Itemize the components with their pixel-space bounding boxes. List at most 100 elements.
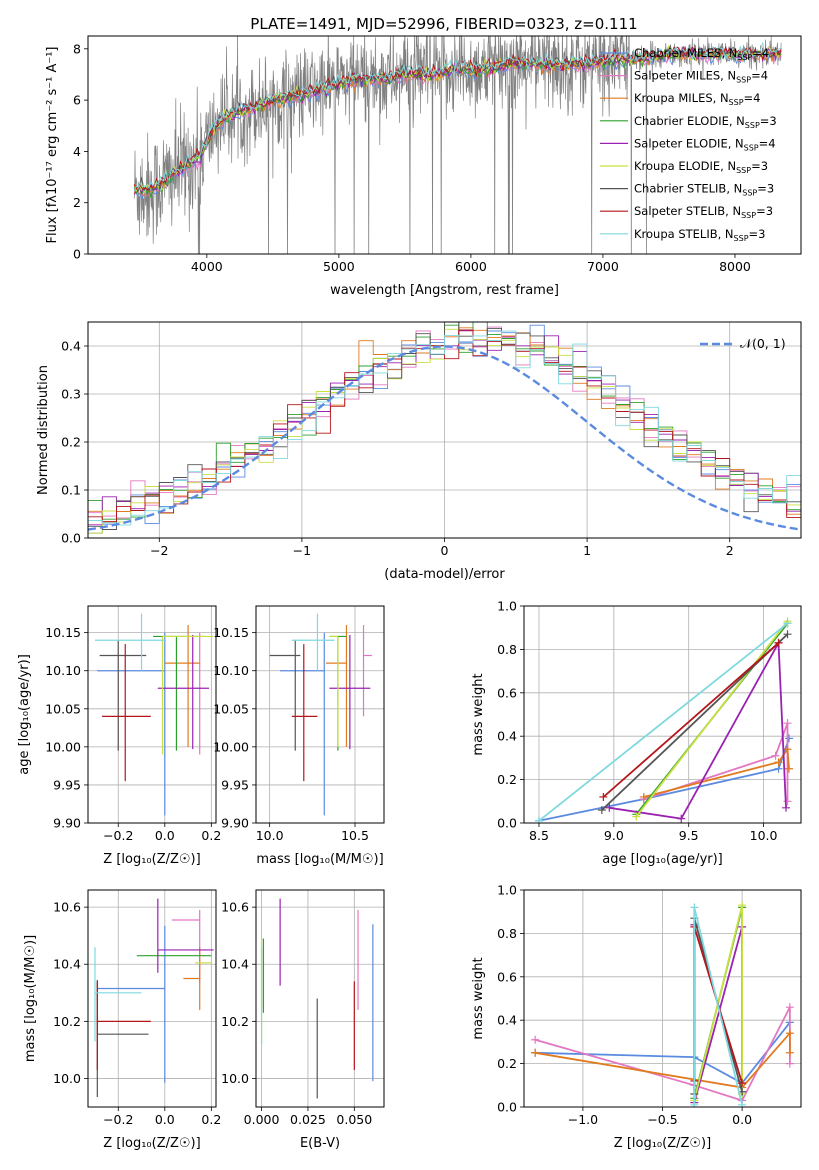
legend-entry-gaussian: 𝒩(0, 1) [740, 336, 786, 351]
x-tick-label: 0 [441, 543, 449, 558]
x-tick-label: 0.050 [336, 1112, 372, 1127]
panel-age-vs-metallicity: −0.2 0.0 0.2 9.90 9.95 10.00 10.05 10.10 10.15 Z … [17, 605, 221, 867]
errorbar-point [161, 635, 214, 755]
y-tick-label: 9.90 [221, 816, 249, 831]
residual-histogram [88, 330, 801, 526]
legend-entry-subscript: SSP [736, 76, 751, 85]
y-tick-label: 0.6 [497, 969, 517, 984]
errorbar-point [329, 635, 339, 747]
legend-entry-text: Kroupa MILES, N [634, 91, 729, 105]
x-axis-label: E(B-V) [300, 1136, 340, 1151]
axes-frame [87, 605, 217, 824]
y-tick-label: 10.4 [53, 957, 81, 972]
y-tick-label: 0.8 [497, 642, 517, 657]
y-tick-label: 0.1 [61, 483, 81, 498]
legend-entry: Salpeter ELODIE, NSSP=4 [634, 136, 776, 152]
weight-line [534, 1030, 791, 1089]
x-tick-label: 9.0 [604, 828, 624, 843]
errorbar-point [157, 898, 214, 973]
errorbar-point [96, 979, 149, 1098]
panel-residuals: −2 −1 0 1 2 0.0 0.1 0.2 0.3 0.4 (data-model)/error… [36, 321, 802, 582]
panel-spectrum: PLATE=1491, MJD=52996, FIBERID=0323, z=0… [45, 15, 802, 298]
plot-area [133, 36, 782, 254]
weight-marker [677, 814, 686, 823]
y-tick-label: 9.95 [53, 777, 81, 792]
y-tick-label: 10.6 [221, 900, 249, 915]
y-tick-label: 0 [73, 247, 81, 262]
y-tick-label: 10.00 [45, 739, 81, 754]
x-tick-label: 0.000 [244, 1112, 280, 1127]
weight-line [601, 633, 789, 811]
y-tick-label: 10.6 [53, 900, 81, 915]
errorbar-point [171, 909, 201, 983]
weight-marker [534, 816, 543, 823]
x-tick-label: 10.0 [256, 828, 284, 843]
weight-marker [785, 1003, 794, 1012]
y-tick-label: 0.2 [61, 435, 81, 450]
weight-marker [738, 901, 747, 910]
x-tick-label: 1 [583, 543, 591, 558]
x-tick-label: −2 [150, 543, 168, 558]
x-tick-label: 0.0 [732, 1112, 752, 1127]
y-tick-label: 8 [73, 41, 81, 56]
x-tick-label: −1 [293, 543, 311, 558]
y-axis-label: mass weight [471, 673, 486, 755]
weight-line [643, 722, 789, 802]
legend-entry-suffix: =4 [751, 69, 768, 83]
weight-marker [783, 619, 792, 628]
y-tick-label: 0.2 [497, 772, 517, 787]
weight-marker [783, 745, 792, 754]
axes-frame [87, 889, 217, 1108]
legend-entry-subscript: SSP [737, 53, 752, 62]
y-tick-label: 0.4 [61, 339, 81, 354]
legend-entry-suffix: =4 [744, 91, 761, 105]
y-axis-label: age [log₁₀(age/yr)] [17, 654, 32, 775]
weight-marker [690, 903, 699, 912]
x-axis-label: Z [log₁₀(Z/Z☉)] [103, 852, 200, 867]
x-tick-label: 0.025 [290, 1112, 326, 1127]
y-tick-label: 10.10 [45, 663, 81, 678]
weight-marker [531, 1048, 540, 1057]
y-tick-label: 0.4 [497, 729, 517, 744]
y-tick-label: 0.0 [61, 531, 81, 546]
legend-entry-subscript: SSP [741, 211, 756, 220]
weight-marker [597, 805, 606, 814]
legend-entry: Kroupa STELIB, NSSP=3 [634, 227, 765, 243]
plot-area [260, 898, 374, 1099]
x-tick-label: 0.2 [201, 828, 221, 843]
y-tick-label: 10.4 [221, 957, 249, 972]
x-tick-label: −1.0 [568, 1112, 598, 1127]
weight-marker [785, 764, 794, 773]
legend-entry: Salpeter STELIB, NSSP=3 [634, 204, 773, 220]
legend-entry: Salpeter MILES, NSSP=4 [634, 69, 768, 85]
axes-frame [255, 889, 385, 1108]
errorbar-point [164, 625, 200, 747]
legend-entry-subscript: SSP [745, 121, 760, 130]
plot-area [94, 613, 214, 816]
weight-marker [785, 1059, 794, 1068]
x-tick-label: −0.5 [647, 1112, 677, 1127]
y-tick-label: 10.2 [53, 1014, 81, 1029]
plot-area [94, 898, 214, 1098]
x-tick-label: 9.5 [679, 828, 699, 843]
legend-entry-text: Salpeter STELIB, N [634, 204, 741, 218]
errorbar-point [362, 625, 373, 717]
legend-entry: Chabrier STELIB, NSSP=3 [634, 182, 774, 198]
x-axis-label: wavelength [Angstrom, rest frame] [330, 283, 559, 298]
weight-marker [599, 792, 608, 801]
y-tick-label: 0.4 [497, 1013, 517, 1028]
y-axis-label: mass [log₁₀(M/M☉)] [23, 935, 38, 1062]
model-spectrum-line [133, 48, 782, 201]
y-tick-label: 0.6 [497, 685, 517, 700]
weight-marker [785, 1048, 794, 1057]
errorbar-point [291, 613, 335, 671]
panel-mass-vs-extinction: 0.000 0.025 0.050 10.0 10.2 10.4 10.6 E(B-V) [221, 889, 385, 1151]
legend-entry: Kroupa ELODIE, NSSP=3 [634, 159, 768, 175]
legend-entry-subscript: SSP [734, 234, 749, 243]
y-tick-label: 0.3 [61, 387, 81, 402]
x-axis-label: (data-model)/error [384, 567, 505, 582]
plot-area [269, 613, 373, 816]
model-spectrum-line [133, 42, 782, 192]
x-tick-label: −0.2 [103, 828, 133, 843]
